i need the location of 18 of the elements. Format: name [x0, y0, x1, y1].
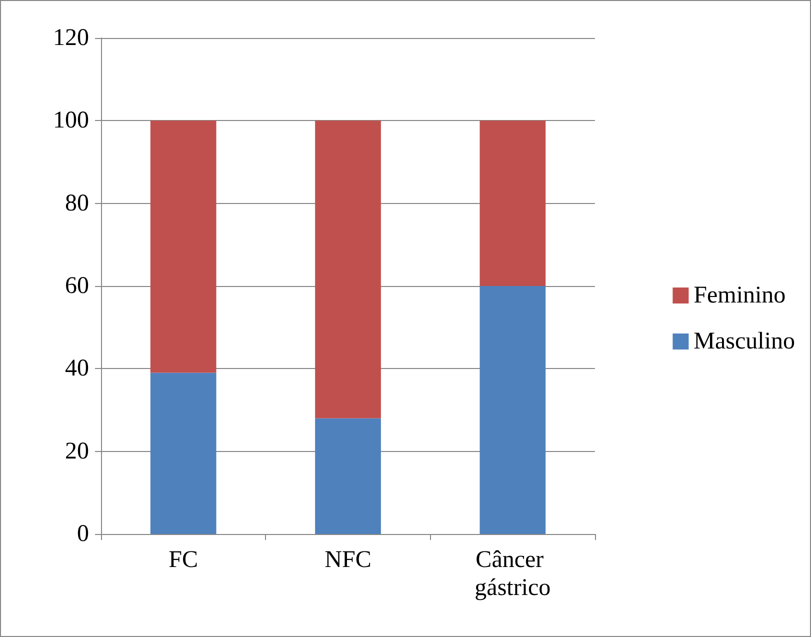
- y-tick-label: 100: [53, 108, 89, 134]
- bar: [150, 120, 216, 373]
- y-tick-label: 120: [53, 25, 89, 51]
- y-tick-label: 20: [65, 438, 89, 464]
- bar: [150, 372, 216, 534]
- y-tick-label: 0: [77, 521, 89, 547]
- bar: [315, 418, 381, 534]
- x-tick-label: Câncer gástrico: [474, 547, 551, 601]
- y-tick-label: 80: [65, 190, 89, 216]
- bar: [315, 120, 381, 418]
- bar: [480, 120, 546, 286]
- x-tick-label: NFC: [324, 547, 372, 573]
- legend-label: Masculino: [694, 328, 796, 354]
- bar: [480, 286, 546, 534]
- legend-label: Feminino: [694, 282, 786, 308]
- y-tick-label: 40: [65, 356, 89, 382]
- x-tick-label: FC: [168, 547, 198, 573]
- y-tick-label: 60: [65, 273, 89, 299]
